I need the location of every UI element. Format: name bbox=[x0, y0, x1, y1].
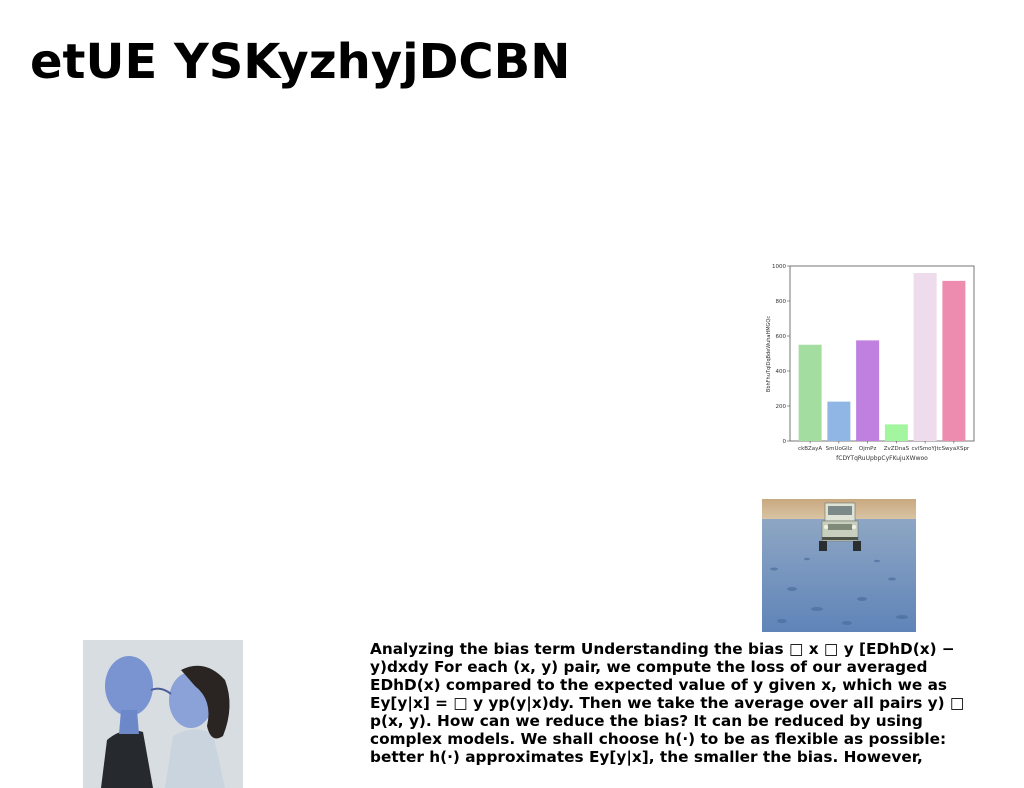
page-title: etUE YSKyzhyjDCBN bbox=[30, 34, 571, 90]
bar-cSwyaXSpr bbox=[942, 280, 966, 441]
bar-cvlSmoYJt bbox=[913, 273, 937, 441]
y-tick-label: 400 bbox=[776, 369, 787, 375]
bar-chart-svg: 0 200 400 600 800 1000 ckBZayA SmUoGllz OjmPz Zv… bbox=[766, 264, 975, 462]
jeep-on-salt-flat-photo-icon bbox=[762, 499, 916, 632]
y-tick-label: 0 bbox=[783, 439, 787, 445]
y-axis-label: BbhFhuTqIDqBdeWuhaHMGQc bbox=[766, 316, 772, 392]
bar-SmUoGllz bbox=[827, 401, 851, 441]
jeep-photo bbox=[762, 499, 916, 632]
couple-photo bbox=[83, 640, 243, 788]
y-tick-label: 200 bbox=[776, 404, 787, 410]
x-tick-label: OjmPz bbox=[859, 446, 877, 452]
y-tick-label: 800 bbox=[776, 299, 787, 305]
x-axis-label: fCDYTqRuUpbpCyFKujuXWwoo bbox=[836, 455, 928, 462]
y-tick-label: 600 bbox=[776, 334, 787, 340]
bar-OjmPz bbox=[856, 340, 880, 441]
x-tick-label: ckBZayA bbox=[798, 446, 822, 452]
couple-kissing-photo-icon bbox=[83, 640, 243, 788]
x-tick-label: cSwyaXSpr bbox=[939, 446, 970, 452]
x-tick-label: SmUoGllz bbox=[826, 446, 853, 452]
bar-ZvZDnaS bbox=[884, 424, 908, 441]
x-tick-label: ZvZDnaS bbox=[884, 446, 910, 452]
y-tick-label: 1000 bbox=[772, 264, 786, 270]
bars bbox=[798, 273, 966, 441]
x-tick-label: cvlSmoYJt bbox=[912, 446, 940, 452]
jeep-vehicle bbox=[819, 502, 861, 551]
bar-ckBZayA bbox=[798, 344, 822, 441]
y-axis-ticks: 0 200 400 600 800 1000 bbox=[772, 264, 790, 445]
body-paragraph: Analyzing the bias term Understanding th… bbox=[370, 640, 965, 766]
x-axis-ticks: ckBZayA SmUoGllz OjmPz ZvZDnaS cvlSmoYJt cSwy… bbox=[798, 441, 970, 452]
bar-chart: 0 200 400 600 800 1000 ckBZayA SmUoGllz OjmPz Zv… bbox=[762, 262, 978, 466]
